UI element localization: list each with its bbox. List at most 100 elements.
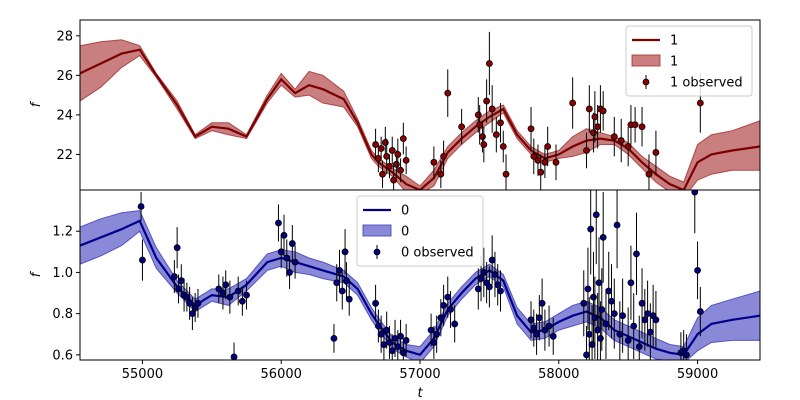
- observed-point: [587, 225, 595, 233]
- observed-point: [444, 89, 452, 97]
- observed-point: [277, 248, 285, 256]
- observed-point: [341, 248, 349, 256]
- observed-point: [627, 279, 635, 287]
- x-tick-label: 56000: [261, 367, 302, 382]
- observed-point: [451, 320, 459, 328]
- observed-point: [691, 190, 699, 196]
- observed-point: [590, 293, 597, 301]
- observed-point: [474, 111, 482, 119]
- x-tick-label: 57000: [399, 367, 440, 382]
- observed-point: [386, 162, 393, 170]
- y-tick-label: 26: [56, 69, 73, 84]
- observed-point: [617, 137, 625, 144]
- y-tick-label: 22: [56, 148, 73, 163]
- observed-point: [638, 123, 646, 131]
- observed-point: [616, 330, 624, 338]
- observed-point: [624, 143, 632, 150]
- observed-point: [696, 99, 704, 107]
- observed-point: [613, 221, 621, 229]
- observed-point: [447, 306, 454, 313]
- observed-point: [638, 299, 646, 307]
- observed-point: [494, 281, 502, 289]
- y-tick-label: 28: [56, 29, 73, 44]
- observed-point: [624, 337, 632, 344]
- panel-top: 22 24 26 28 f 1 1 1 observed: [29, 19, 761, 191]
- observed-point: [243, 291, 250, 299]
- observed-point: [527, 125, 535, 133]
- observed-point: [391, 334, 399, 342]
- observed-point: [479, 133, 486, 141]
- observed-point: [694, 266, 701, 274]
- observed-point: [186, 299, 194, 307]
- observed-point: [488, 256, 496, 264]
- observed-point: [379, 170, 386, 178]
- observed-point: [530, 152, 538, 160]
- observed-point: [397, 166, 404, 174]
- observed-point: [631, 121, 639, 129]
- observed-point: [497, 287, 504, 295]
- observed-point: [194, 299, 202, 307]
- y-tick-label: 0.6: [52, 348, 73, 363]
- legend-entry-label: 1 observed: [670, 76, 743, 91]
- observed-point: [598, 306, 606, 313]
- observed-point: [492, 131, 500, 139]
- observed-point: [585, 330, 593, 338]
- y-axis-label: f: [29, 270, 44, 277]
- x-tick-label: 58000: [538, 367, 579, 382]
- observed-point: [394, 343, 402, 351]
- observed-point: [599, 107, 607, 115]
- observed-point: [238, 297, 246, 305]
- plot-area: [80, 31, 760, 190]
- observed-point: [402, 156, 410, 164]
- observed-point: [502, 170, 510, 178]
- legend-point-swatch: [642, 78, 650, 86]
- observed-point: [372, 299, 379, 307]
- observed-point: [175, 285, 182, 293]
- y-tick-label: 1.0: [52, 266, 73, 281]
- observed-point: [491, 271, 499, 278]
- observed-point: [390, 176, 398, 184]
- observed-point: [343, 277, 350, 285]
- observed-point: [374, 154, 382, 162]
- observed-point: [599, 233, 607, 241]
- observed-point: [608, 297, 615, 305]
- observed-point: [222, 281, 230, 289]
- observed-point: [381, 139, 389, 146]
- observed-point: [591, 314, 599, 322]
- observed-point: [580, 299, 588, 307]
- observed-point: [330, 334, 338, 342]
- observed-point: [345, 295, 353, 303]
- observed-point: [480, 269, 488, 276]
- observed-point: [480, 141, 488, 148]
- observed-point: [383, 152, 391, 160]
- plot-area: [80, 190, 760, 360]
- observed-point: [372, 141, 379, 148]
- y-tick-label: 1.2: [52, 225, 73, 240]
- observed-point: [541, 326, 549, 334]
- observed-point: [286, 269, 293, 276]
- observed-point: [280, 231, 288, 239]
- observed-point: [594, 326, 602, 334]
- observed-point: [652, 316, 660, 324]
- observed-point: [388, 347, 396, 355]
- observed-point: [377, 145, 385, 152]
- observed-point: [383, 326, 391, 334]
- observed-point: [485, 283, 493, 291]
- legend-box: [356, 195, 484, 267]
- observed-point: [591, 113, 599, 121]
- observed-point: [137, 203, 145, 210]
- observed-point: [215, 285, 223, 293]
- observed-point: [397, 332, 404, 340]
- observed-point: [537, 168, 545, 176]
- legend-entry-label: 0: [401, 204, 409, 219]
- observed-point: [402, 337, 410, 344]
- observed-point: [544, 143, 552, 150]
- observed-point: [633, 250, 640, 258]
- y-axis-label: f: [29, 100, 44, 107]
- observed-point: [549, 332, 557, 340]
- legend-box: [625, 25, 753, 97]
- observed-point: [588, 341, 596, 348]
- observed-point: [541, 158, 549, 166]
- panel-bottom: 0.6 0.8 1.0 1.2 f 55000 56000 57000 58000 59000 t 0…: [29, 189, 761, 400]
